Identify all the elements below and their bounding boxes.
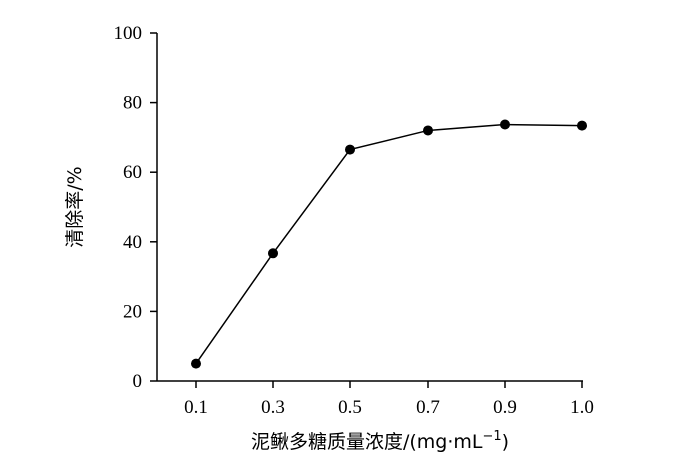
data-point [577, 120, 587, 131]
y-tick-label: 0 [133, 371, 143, 392]
axes [156, 33, 583, 382]
x-tick-label: 0.3 [261, 397, 285, 418]
y-axis-title: 清除率/% [64, 166, 86, 247]
y-tick-label: 80 [123, 93, 142, 114]
data-point [423, 125, 433, 136]
data-point [268, 248, 278, 259]
data-point [500, 119, 510, 130]
series-line [195, 123, 583, 365]
x-axis-title-suffix: ) [502, 431, 509, 453]
x-tick-label: 0.5 [338, 397, 362, 418]
x-tick-label: 0.7 [416, 397, 440, 418]
x-tick-label: 0.9 [493, 397, 517, 418]
data-point [345, 144, 355, 155]
data-points [191, 119, 587, 369]
y-tick-label: 60 [123, 162, 142, 183]
y-tick-label: 40 [123, 232, 142, 253]
y-tick-label: 20 [123, 301, 142, 322]
x-axis-title-main: 泥鳅多糖质量浓度/(mg·mL [251, 431, 483, 453]
data-point [191, 358, 201, 369]
x-axis-title-superscript: −1 [482, 429, 501, 444]
x-tick-label: 1.0 [570, 397, 594, 418]
x-tick-label: 0.1 [184, 397, 208, 418]
y-tick-label: 100 [114, 23, 143, 44]
x-axis-title: 泥鳅多糖质量浓度/(mg·mL−1) [251, 429, 509, 453]
tick-marks [150, 32, 583, 388]
series [195, 123, 583, 365]
tick-labels: 0 20 40 60 80 100 0.1 0.3 0.5 0.7 0.9 1.0 [114, 23, 594, 418]
